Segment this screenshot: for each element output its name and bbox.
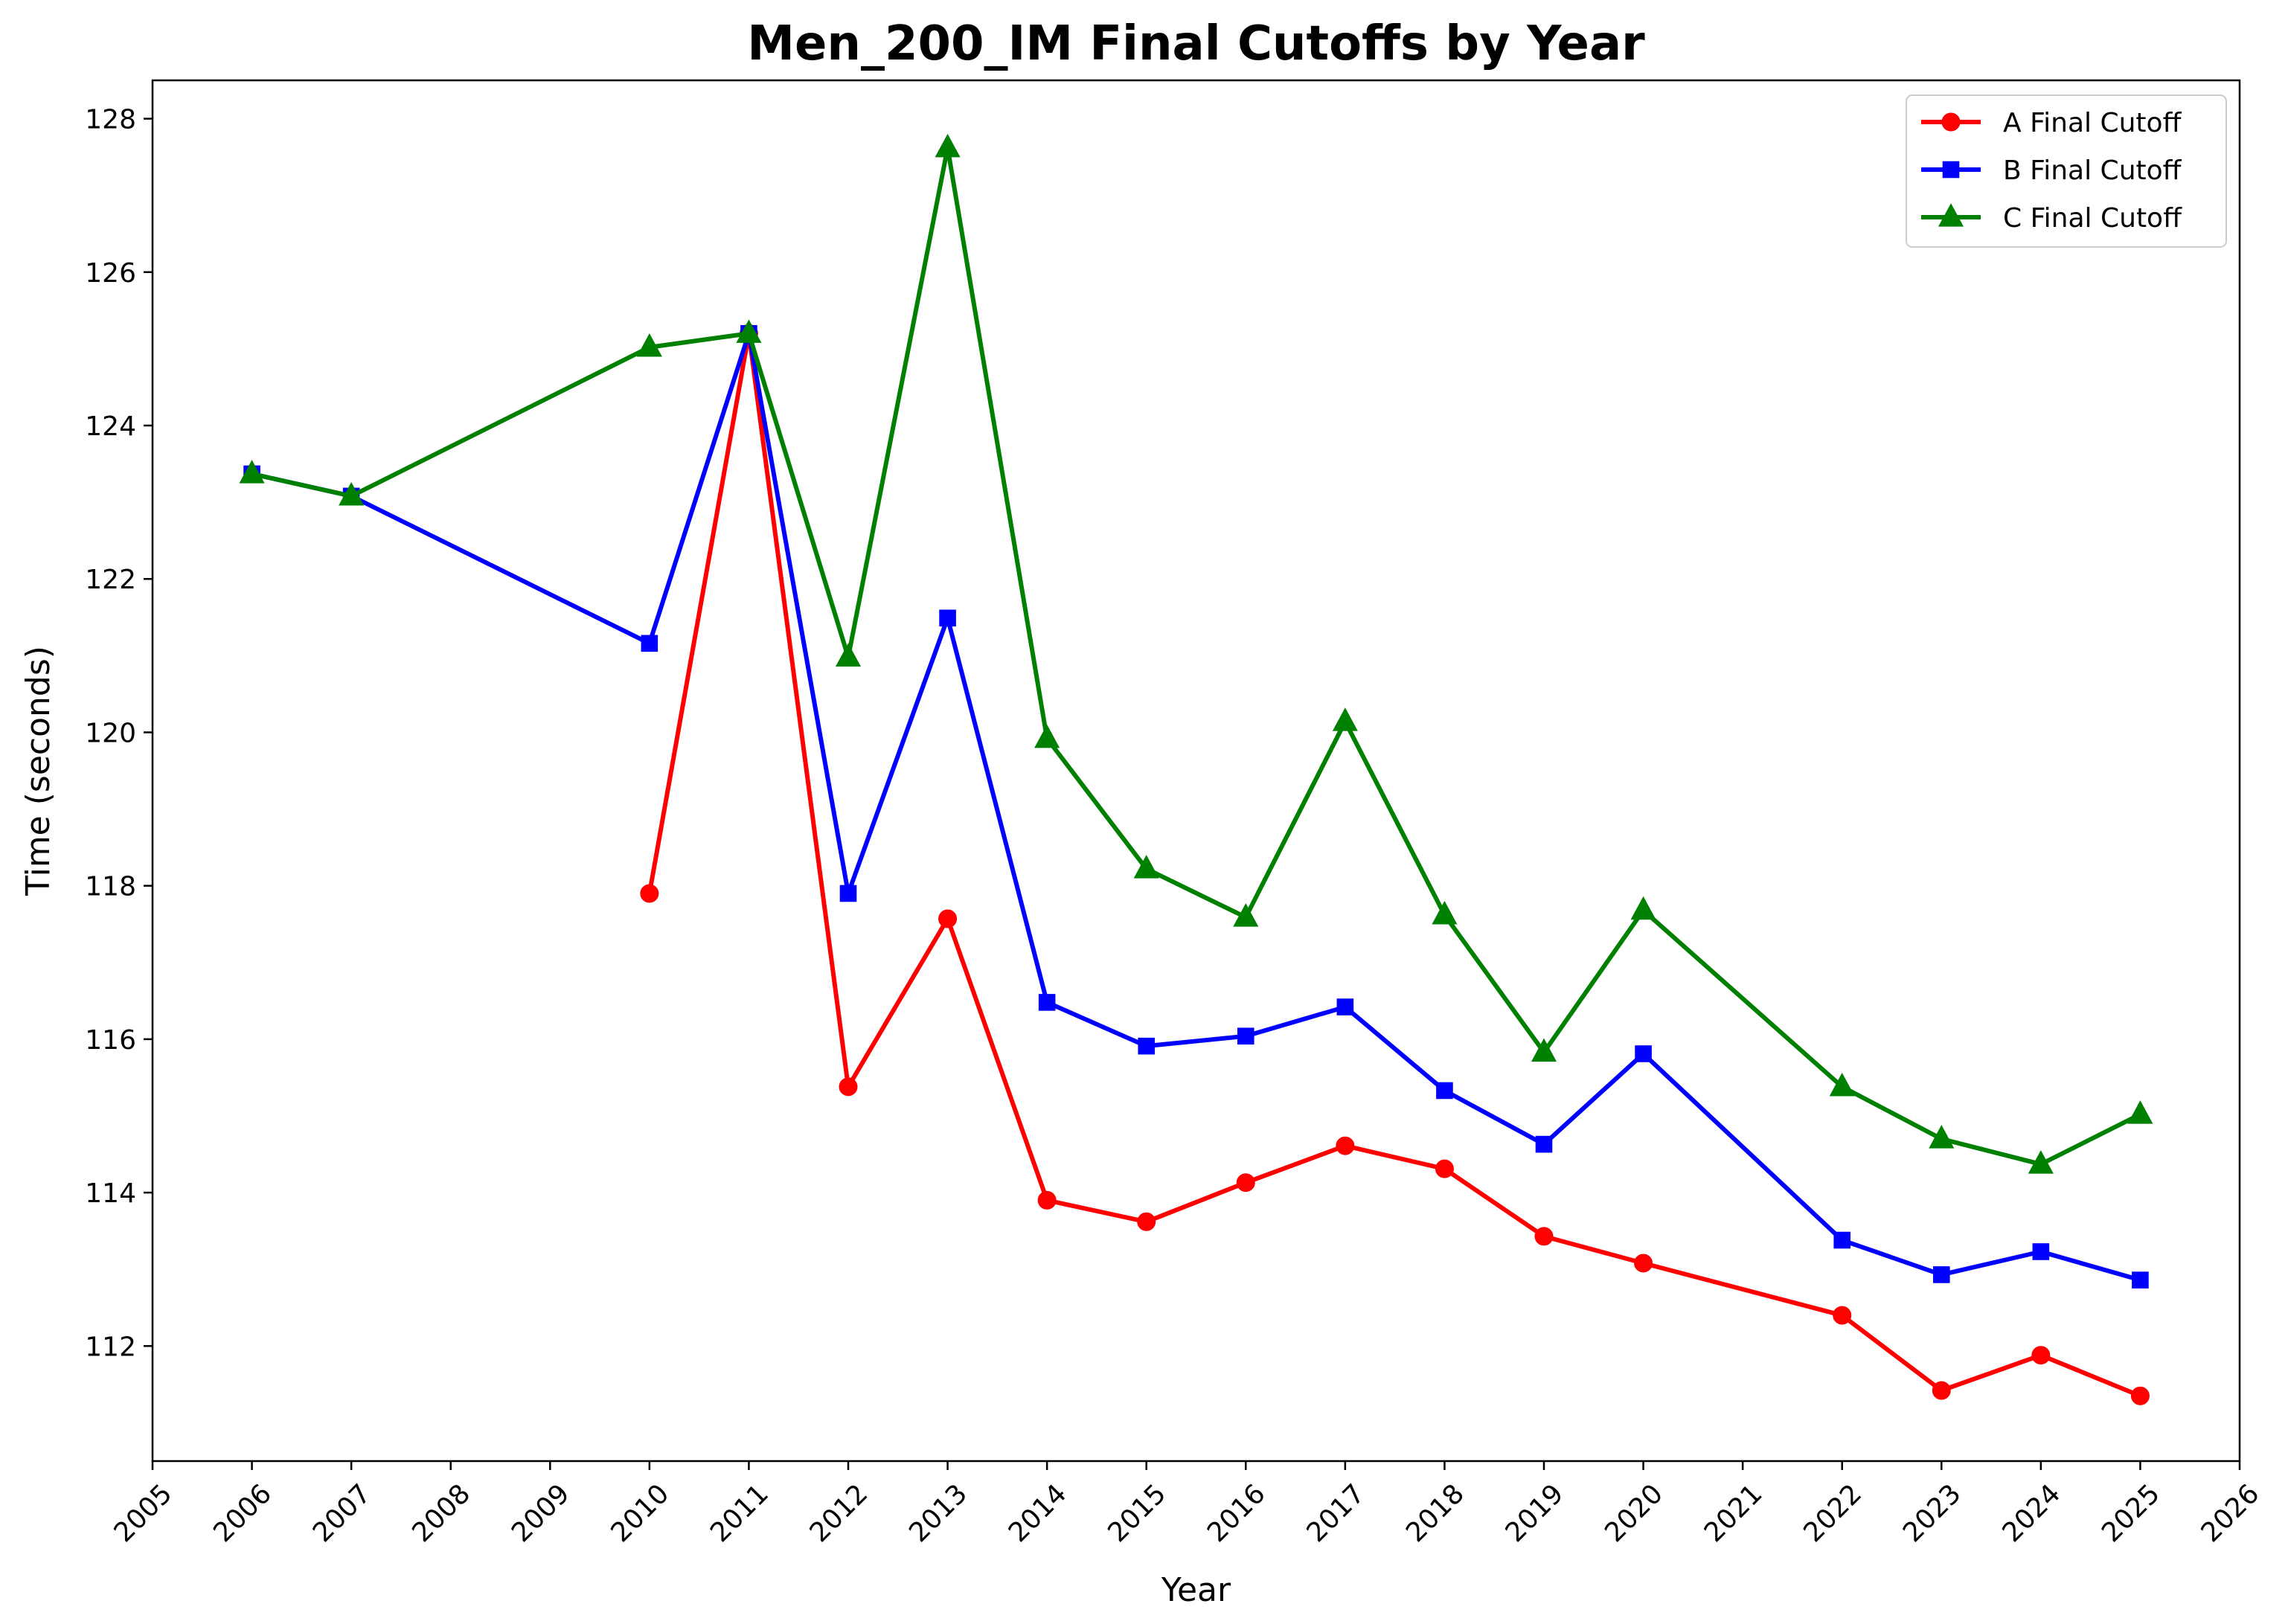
- data-point: [1531, 1038, 1557, 1062]
- data-point: [1534, 1227, 1554, 1246]
- data-point: [939, 609, 956, 627]
- data-point: [1236, 1173, 1255, 1193]
- y-tick-label: 128: [85, 105, 136, 135]
- data-point: [636, 333, 662, 357]
- data-point: [1034, 724, 1060, 748]
- data-point: [1932, 1381, 1951, 1400]
- y-axis-label: Time (seconds): [19, 646, 57, 896]
- legend-label: A Final Cutoff: [2003, 108, 2182, 138]
- data-point: [1833, 1306, 1852, 1325]
- data-point: [839, 885, 857, 902]
- legend-label: C Final Cutoff: [2003, 203, 2182, 234]
- data-point: [1138, 1037, 1156, 1055]
- legend-label: B Final Cutoff: [2003, 155, 2182, 186]
- data-point: [2127, 1100, 2153, 1124]
- data-point: [1634, 1254, 1653, 1273]
- data-point: [835, 643, 862, 667]
- legend-box: [1906, 94, 2227, 248]
- data-point: [1436, 1082, 1453, 1100]
- legend-marker: [1942, 161, 1960, 179]
- data-point: [1833, 1231, 1851, 1249]
- series-layer: [239, 133, 2153, 1405]
- data-point: [1133, 855, 1159, 879]
- y-tick-label: 112: [85, 1332, 136, 1362]
- data-point: [935, 133, 961, 158]
- y-tick-label: 122: [85, 565, 136, 595]
- data-point: [640, 884, 659, 903]
- data-point: [1635, 1045, 1652, 1062]
- x-axis-label: Year: [1161, 1571, 1231, 1609]
- data-point: [736, 319, 762, 343]
- legend-item-3: C Final Cutoff: [1921, 203, 2182, 234]
- data-point: [1630, 896, 1656, 920]
- data-point: [1535, 1135, 1553, 1153]
- data-point: [1332, 707, 1358, 731]
- legend-marker: [1941, 112, 1961, 132]
- legend-item-1: A Final Cutoff: [1921, 108, 2182, 138]
- data-point: [1336, 998, 1354, 1015]
- data-point: [339, 481, 365, 506]
- series-1: [640, 324, 2150, 1405]
- data-point: [2031, 1346, 2051, 1365]
- data-point: [1829, 1072, 1855, 1097]
- data-point: [1435, 1159, 1454, 1178]
- data-point: [641, 635, 658, 652]
- data-point: [1932, 1266, 1950, 1283]
- data-point: [1037, 1190, 1057, 1210]
- y-tick-label: 116: [85, 1025, 136, 1056]
- data-point: [938, 909, 958, 928]
- data-point: [1237, 1027, 1254, 1045]
- data-point: [839, 1077, 858, 1097]
- data-point: [1233, 903, 1259, 927]
- y-tick-label: 118: [85, 872, 136, 902]
- data-point: [1432, 900, 1458, 925]
- data-point: [2032, 1243, 2050, 1260]
- series-3: [239, 133, 2153, 1174]
- data-point: [239, 460, 265, 484]
- chart-title: Men_200_IM Final Cutoffs by Year: [747, 16, 1645, 71]
- data-point: [1038, 994, 1056, 1011]
- plot-frame: [151, 79, 2241, 1463]
- legend-item-2: B Final Cutoff: [1921, 155, 2182, 186]
- legend: A Final Cutoff B Final Cutoff C Final Cuto…: [1906, 94, 2227, 248]
- data-point: [2130, 1386, 2150, 1405]
- data-point: [1137, 1212, 1156, 1231]
- data-point: [1336, 1136, 1355, 1155]
- y-tick-label: 124: [85, 411, 136, 442]
- data-point: [2028, 1150, 2054, 1174]
- y-tick-label: 126: [85, 258, 136, 289]
- y-tick-label: 120: [85, 718, 136, 748]
- y-tick-label: 114: [85, 1178, 136, 1209]
- data-point: [2132, 1271, 2149, 1288]
- data-point: [1929, 1125, 1955, 1149]
- legend-marker: [1938, 203, 1964, 227]
